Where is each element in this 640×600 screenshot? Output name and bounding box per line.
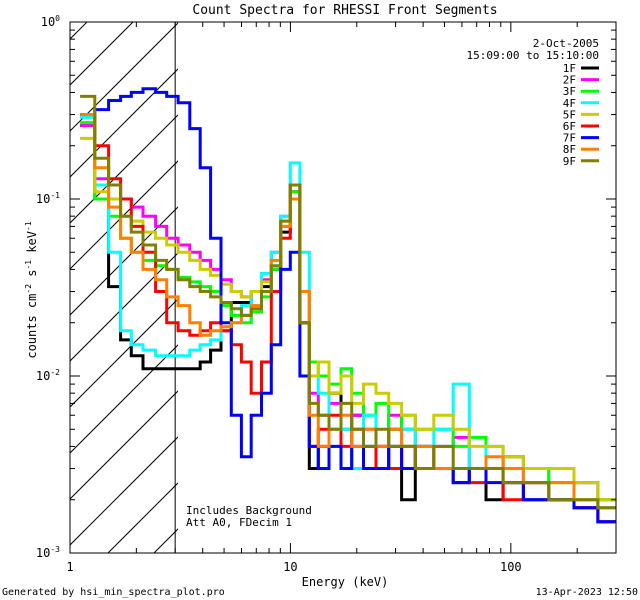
- y-tick-label: 100: [41, 14, 60, 29]
- y-tick-base: 10: [36, 192, 50, 206]
- y-label-sup-kev: -1: [24, 221, 33, 231]
- timestamp-label: 13-Apr-2023 12:50: [536, 587, 638, 598]
- plot-frame: [69, 21, 617, 554]
- x-tick-label: 1: [66, 560, 73, 574]
- y-label-sup-s: -1: [24, 260, 33, 270]
- y-tick-exponent: -3: [50, 545, 60, 554]
- y-axis-label: counts cm-2 s-1 keV-1: [24, 221, 39, 358]
- y-tick-label: 10-3: [36, 545, 60, 560]
- chart-title: Count Spectra for RHESSI Front Segments: [192, 3, 497, 18]
- x-tick-label: 10: [283, 560, 297, 574]
- date-label: 2-Oct-2005: [533, 37, 599, 50]
- y-tick-base: 10: [36, 546, 50, 560]
- hatch-stripe: [70, 436, 178, 546]
- legend-label-3F: 3F: [563, 85, 576, 98]
- series-line-9F: [80, 94, 616, 510]
- y-label-kev: keV: [25, 231, 39, 260]
- y-tick-exponent: 0: [55, 14, 60, 23]
- y-tick-exponent: -2: [50, 368, 60, 377]
- axis-ticks: [69, 21, 617, 554]
- y-tick-base: 10: [41, 15, 55, 29]
- legend-label-4F: 4F: [563, 97, 576, 110]
- legend-label-8F: 8F: [563, 143, 576, 156]
- y-label-counts: counts cm: [25, 294, 39, 359]
- hatch-stripe: [70, 22, 178, 132]
- time-range-label: 15:09:00 to 15:10:00: [467, 49, 599, 62]
- hatch-stripe: [70, 390, 178, 500]
- series-line-7F: [80, 87, 616, 524]
- y-label-sup-cm: -2: [24, 284, 33, 294]
- hatch-stripe: [70, 344, 178, 454]
- hatched-region: [70, 22, 178, 553]
- y-tick-base: 10: [36, 369, 50, 383]
- legend-label-9F: 9F: [563, 155, 576, 168]
- x-tick-labels: 1 10 100: [66, 560, 521, 574]
- legend-label-1F: 1F: [563, 62, 576, 75]
- y-tick-exponent: -1: [50, 191, 60, 200]
- generated-by-label: Generated by hsi_min_spectra_plot.pro: [2, 587, 225, 598]
- hatch-stripe: [70, 206, 178, 316]
- background-annotation: Includes Background: [186, 504, 312, 517]
- legend-label-2F: 2F: [563, 74, 576, 87]
- x-tick-label: 100: [500, 560, 522, 574]
- series-layer: [80, 87, 616, 524]
- x-axis-label: Energy (keV): [302, 575, 389, 589]
- legend-label-7F: 7F: [563, 132, 576, 145]
- attenuator-annotation: Att A0, FDecim 1: [186, 516, 292, 529]
- y-label-s: s: [25, 270, 39, 284]
- hatch-stripe: [70, 114, 178, 224]
- hatch-stripe: [70, 160, 178, 270]
- legend-label-5F: 5F: [563, 108, 576, 121]
- hatch-stripe: [70, 252, 178, 362]
- y-tick-label: 10-1: [36, 191, 60, 206]
- legend-label-6F: 6F: [563, 120, 576, 133]
- y-tick-label: 10-2: [36, 368, 60, 383]
- hatch-stripe: [70, 68, 178, 178]
